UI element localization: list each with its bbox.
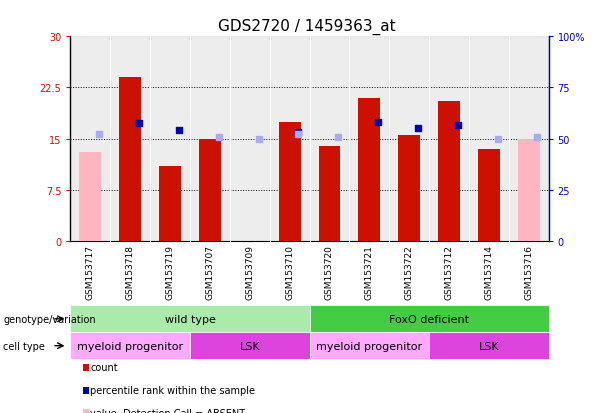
Bar xyxy=(359,99,380,242)
Bar xyxy=(310,332,429,359)
Bar xyxy=(270,37,310,242)
Point xyxy=(214,134,224,141)
Bar xyxy=(70,332,190,359)
Bar xyxy=(310,306,549,332)
Text: genotype/variation: genotype/variation xyxy=(3,314,96,324)
Text: GSM153718: GSM153718 xyxy=(126,245,135,300)
Text: GSM153710: GSM153710 xyxy=(285,245,294,300)
Bar xyxy=(389,37,429,242)
Text: value, Detection Call = ABSENT: value, Detection Call = ABSENT xyxy=(91,408,246,413)
Point xyxy=(294,131,303,138)
Point xyxy=(94,131,104,138)
Bar xyxy=(518,140,539,242)
Point xyxy=(413,126,423,133)
Text: LSK: LSK xyxy=(240,341,260,351)
Text: GSM153712: GSM153712 xyxy=(444,245,454,299)
Bar xyxy=(150,37,190,242)
Text: myeloid progenitor: myeloid progenitor xyxy=(77,341,183,351)
Point xyxy=(254,136,264,143)
Bar xyxy=(310,37,349,242)
Bar xyxy=(80,153,101,242)
Text: GSM153722: GSM153722 xyxy=(405,245,414,299)
Text: GSM153720: GSM153720 xyxy=(325,245,334,299)
Text: wild type: wild type xyxy=(165,314,215,324)
Text: GSM153716: GSM153716 xyxy=(524,245,533,300)
Point xyxy=(134,121,144,127)
Point xyxy=(493,136,503,143)
Text: GSM153721: GSM153721 xyxy=(365,245,374,299)
Bar xyxy=(429,332,549,359)
Bar xyxy=(469,37,509,242)
Bar xyxy=(190,332,310,359)
Bar xyxy=(478,150,500,242)
Text: cell type: cell type xyxy=(3,341,45,351)
Text: FoxO deficient: FoxO deficient xyxy=(389,314,469,324)
Bar xyxy=(509,37,549,242)
Bar xyxy=(319,146,340,242)
Text: count: count xyxy=(91,363,118,373)
Text: percentile rank within the sample: percentile rank within the sample xyxy=(91,385,256,395)
Point xyxy=(533,134,543,141)
Text: GSM153719: GSM153719 xyxy=(166,245,175,300)
Bar xyxy=(279,122,300,242)
Bar xyxy=(438,102,460,242)
Text: GSM153717: GSM153717 xyxy=(86,245,95,300)
Bar xyxy=(230,37,270,242)
Text: LSK: LSK xyxy=(479,341,499,351)
Bar xyxy=(429,37,469,242)
Point xyxy=(294,129,303,136)
Text: GDS2720 / 1459363_at: GDS2720 / 1459363_at xyxy=(218,19,395,35)
Point xyxy=(174,127,184,134)
Point xyxy=(373,119,383,126)
Text: GSM153709: GSM153709 xyxy=(245,245,254,300)
Text: GSM153714: GSM153714 xyxy=(484,245,493,299)
Bar xyxy=(70,306,310,332)
Bar xyxy=(110,37,150,242)
Bar xyxy=(70,37,110,242)
Text: myeloid progenitor: myeloid progenitor xyxy=(316,341,422,351)
Bar xyxy=(159,167,181,242)
Bar xyxy=(190,37,230,242)
Bar xyxy=(398,136,420,242)
Bar xyxy=(349,37,389,242)
Bar xyxy=(120,78,141,242)
Point xyxy=(333,134,343,141)
Point xyxy=(453,123,463,129)
Text: GSM153707: GSM153707 xyxy=(205,245,215,300)
Bar xyxy=(199,140,221,242)
